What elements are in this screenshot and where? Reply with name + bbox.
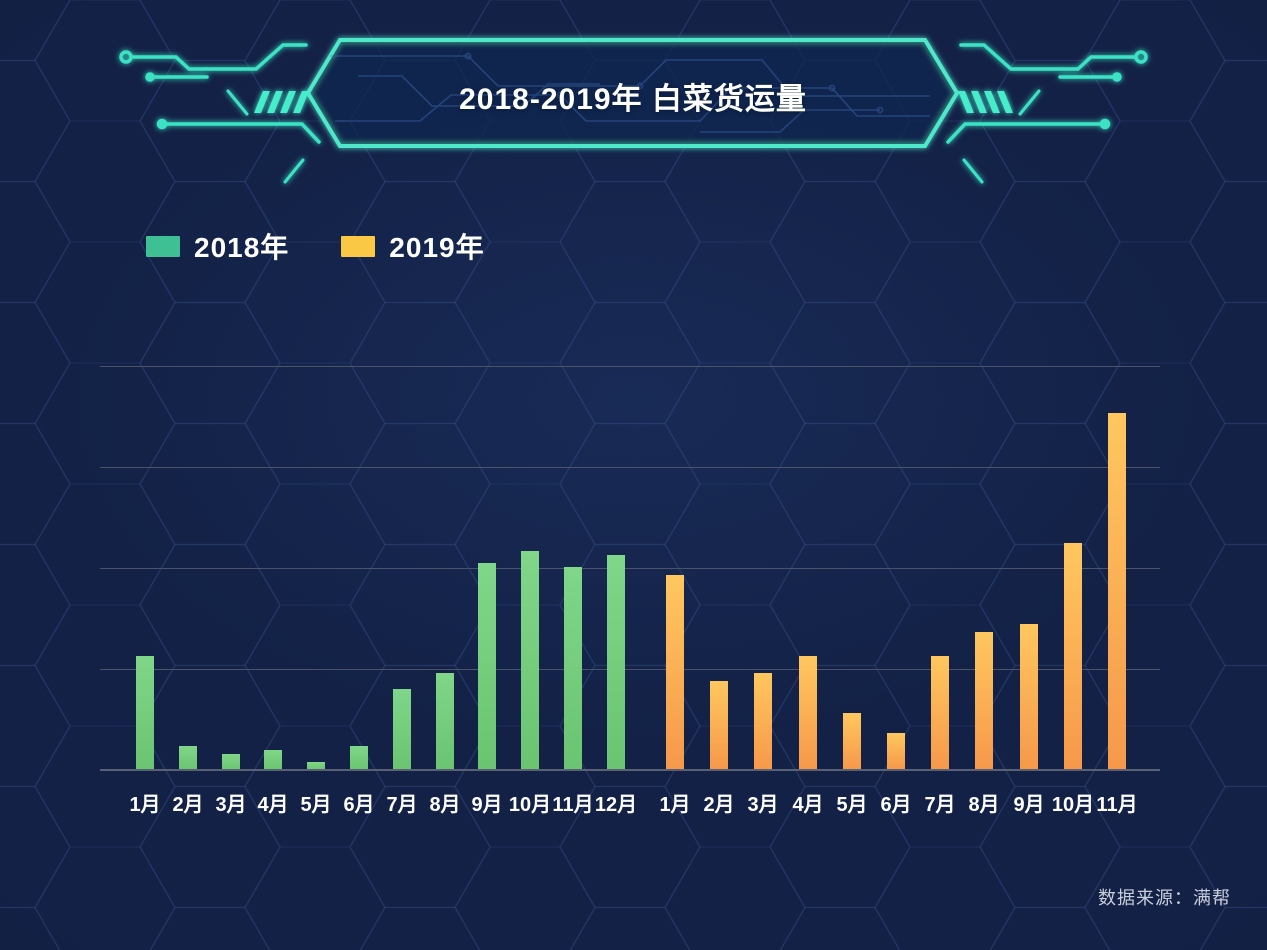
bar-2019年-9月 — [1020, 624, 1038, 770]
gridline — [100, 669, 1160, 670]
bar-2018年-8月 — [436, 673, 454, 770]
bar-2018年-6月 — [350, 746, 368, 770]
title-banner — [305, 38, 960, 148]
header-decoration — [119, 38, 1267, 210]
x-axis-label-2018年-12月: 12月 — [594, 794, 638, 816]
bar-2019年-5月 — [843, 713, 861, 770]
bar-2018年-12月 — [607, 555, 625, 770]
x-axis-label-2019年-11月: 11月 — [1096, 794, 1138, 816]
data-source-note: 数据来源：满帮 — [1098, 888, 1231, 908]
bar-2018年-4月 — [264, 750, 282, 770]
bar-2019年-11月 — [1108, 413, 1126, 770]
bar-2018年-2月 — [179, 746, 197, 770]
legend-item-2018[interactable]: 2018年 — [146, 226, 289, 266]
gridline — [100, 467, 1160, 468]
bar-2019年-4月 — [799, 656, 817, 770]
legend-swatch-2018 — [146, 235, 180, 257]
legend-label: 2019年 — [389, 232, 485, 263]
legend-swatch-2019 — [341, 235, 376, 257]
gridline — [100, 568, 1160, 569]
page-title: 2018-2019年 白菜货运量 — [459, 83, 807, 116]
bar-2018年-1月 — [136, 656, 154, 770]
circuit-decoration-left — [119, 43, 321, 184]
bar-2019年-1月 — [666, 575, 684, 770]
bar-2019年-10月 — [1064, 543, 1082, 770]
gridline — [100, 366, 1160, 367]
x-axis-line — [100, 769, 1160, 771]
bar-2018年-7月 — [393, 689, 411, 770]
bar-2019年-6月 — [887, 733, 905, 770]
bar-2018年-10月 — [521, 551, 539, 770]
legend-label: 2018年 — [194, 232, 290, 263]
banner-circuit-texture — [330, 52, 930, 133]
bar-2019年-3月 — [754, 673, 772, 770]
bar-2019年-7月 — [931, 656, 949, 770]
legend: 2018年 2019年 — [146, 226, 485, 266]
bar-2018年-3月 — [222, 754, 240, 770]
bar-2018年-9月 — [478, 563, 496, 770]
hatch-marks — [254, 91, 309, 113]
legend-item-2019[interactable]: 2019年 — [341, 226, 484, 266]
bar-2019年-8月 — [975, 632, 993, 770]
bar-2019年-2月 — [710, 681, 728, 770]
bar-2018年-11月 — [564, 567, 582, 770]
